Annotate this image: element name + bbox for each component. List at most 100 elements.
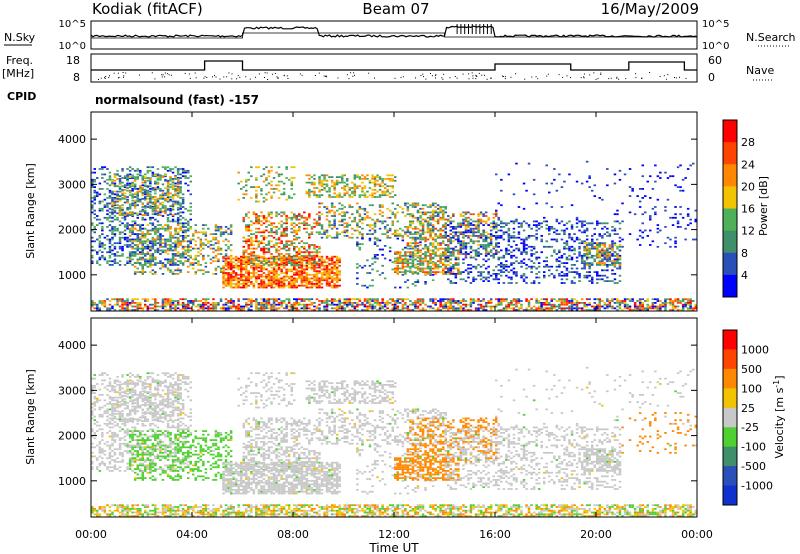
power-cell (174, 220, 177, 223)
power-cell (479, 235, 483, 237)
power-cell (139, 256, 142, 259)
power-cell (164, 192, 167, 195)
power-cell (618, 254, 622, 257)
power-cell (603, 280, 607, 282)
power-cell (298, 273, 301, 276)
power-cell (613, 254, 617, 257)
power-cell (214, 229, 218, 232)
power-cell (341, 231, 344, 234)
power-cell (179, 218, 182, 221)
power-cell (603, 274, 607, 277)
power-cell (308, 213, 311, 216)
power-cell (214, 260, 218, 263)
power-cell (189, 180, 192, 183)
power-cell (240, 283, 243, 285)
power-cell (285, 166, 288, 169)
power-cell (510, 282, 513, 284)
power-cell (133, 199, 137, 202)
power-cell (300, 261, 304, 264)
power-cell (394, 267, 397, 270)
power-cell (262, 173, 266, 176)
power-cell (164, 244, 167, 246)
power-cell (164, 199, 167, 202)
power-cell (229, 255, 233, 258)
power-cell (305, 266, 309, 269)
power-cell (409, 224, 412, 226)
power-cell (323, 183, 326, 186)
power-cell (323, 273, 326, 276)
power-cell (111, 178, 114, 181)
power-cell (257, 284, 261, 287)
power-cell (255, 193, 258, 196)
power-cell (128, 260, 132, 263)
power-cell (164, 245, 167, 248)
power-cell (277, 213, 281, 216)
power-cell (108, 251, 112, 254)
power-cell (394, 260, 397, 263)
power-cell (641, 236, 644, 239)
power-cell (421, 213, 425, 216)
power-cell (356, 266, 359, 269)
power-cell (578, 238, 581, 241)
power-cell (136, 173, 139, 176)
power-cell (404, 202, 407, 205)
power-cell (606, 258, 609, 261)
power-cell (464, 269, 468, 272)
power-cell (376, 257, 379, 260)
power-cell (293, 286, 296, 289)
power-cell (421, 229, 425, 232)
power-cell (101, 229, 104, 232)
power-cell (315, 255, 319, 258)
power-cell (262, 249, 266, 252)
power-cell (300, 283, 304, 285)
power-cell (240, 277, 243, 280)
power-cell (492, 220, 495, 223)
power-cell (305, 259, 309, 262)
power-cell (482, 229, 485, 232)
power-cell (133, 262, 137, 264)
power-cell (444, 224, 447, 226)
power-cell (563, 180, 566, 183)
power-cell (111, 198, 114, 201)
power-cell (588, 253, 591, 255)
power-cell (255, 272, 258, 274)
power-cell (156, 197, 160, 200)
power-cell (497, 256, 500, 259)
power-cell (118, 240, 122, 243)
power-cell (381, 222, 384, 225)
power-cell (139, 199, 142, 202)
power-cell (436, 264, 440, 266)
power-cell (320, 263, 324, 265)
power-cell (444, 260, 447, 263)
power-cell (103, 173, 107, 176)
power-cell (96, 262, 99, 264)
power-cell (255, 220, 258, 223)
power-cell (141, 178, 144, 181)
power-cell (149, 193, 152, 196)
power-cell (313, 251, 316, 254)
power-cell (411, 238, 415, 241)
power-cell (424, 258, 427, 261)
power-cell (229, 277, 233, 280)
power-cell (570, 271, 574, 273)
power-cell (457, 271, 460, 273)
power-cell (245, 270, 248, 273)
power-cell (638, 244, 642, 246)
power-cell (591, 240, 594, 243)
power-cell (265, 286, 268, 289)
power-cell (247, 227, 250, 230)
power-cell (154, 174, 157, 177)
power-cell (318, 215, 321, 217)
power-cell (179, 191, 182, 194)
power-cell (449, 271, 452, 273)
power-cell (497, 235, 500, 237)
power-cell (409, 242, 412, 245)
power-cell (272, 281, 276, 283)
power-cell (139, 169, 142, 172)
power-cell (156, 188, 160, 190)
power-cell (548, 227, 551, 230)
power-cell (545, 256, 548, 259)
power-cell (280, 220, 283, 223)
power-cell (227, 227, 230, 230)
power-cell (591, 235, 594, 237)
